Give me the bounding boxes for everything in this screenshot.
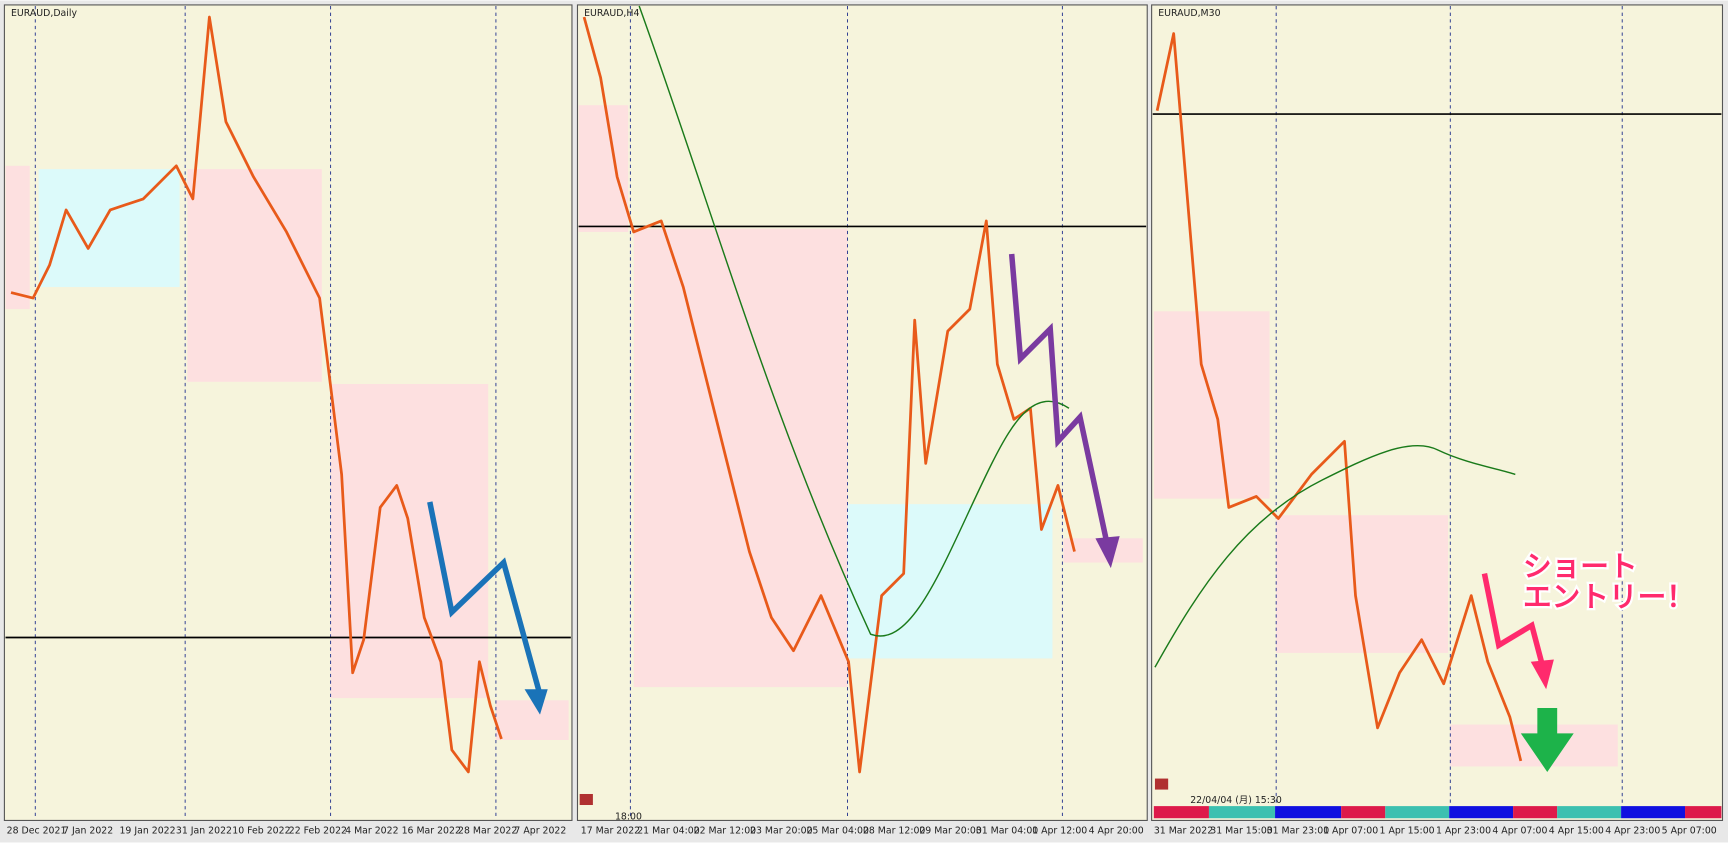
- x-axis-label: 25 Mar 04:00: [806, 826, 869, 837]
- arrow-head: [1095, 536, 1120, 569]
- x-axis-label: 7 Jan 2022: [63, 826, 113, 837]
- x-axis-label: 1 Apr 15:00: [1380, 826, 1435, 837]
- x-axis-label: 22 Mar 12:00: [694, 826, 757, 837]
- annotation: エントリー！: [1523, 580, 1695, 614]
- x-axis-label: 31 Mar 2022: [1154, 826, 1213, 837]
- zone: [633, 228, 848, 688]
- x-axis-label: 28 Mar 2022: [458, 826, 517, 837]
- x-axis-label: 19 Jan 2022: [119, 826, 175, 837]
- x-axis-label: 31 Mar 04:00: [976, 826, 1039, 837]
- x-axis-label: 4 Mar 2022: [345, 826, 398, 837]
- x-axis-label: 17 Mar 2022: [581, 826, 640, 837]
- zone: [847, 504, 1053, 659]
- arrow: [1008, 253, 1111, 547]
- zone: [330, 384, 489, 699]
- time-label: 18:00: [615, 811, 642, 822]
- price-trace: [1155, 32, 1523, 762]
- x-axis-label: 31 Jan 2022: [176, 826, 232, 837]
- panel-title: EURAUD,M30: [1158, 8, 1220, 19]
- entry-arrow: [1520, 708, 1574, 772]
- x-axis-label: 4 Apr 07:00: [1492, 826, 1547, 837]
- zone: [1153, 311, 1270, 499]
- x-axis-label: 29 Mar 20:00: [919, 826, 982, 837]
- grid: [34, 6, 1623, 819]
- price-trace: [582, 16, 1076, 774]
- zone: [5, 165, 30, 310]
- x-axis-label: 1 Apr 12:00: [1032, 826, 1087, 837]
- x-axis-label: 31 Mar 23:00: [1267, 826, 1330, 837]
- moving-average: [1154, 444, 1516, 668]
- x-axis-label: 10 Feb 2022: [232, 826, 290, 837]
- zone: [495, 700, 569, 740]
- session-bar: [1153, 806, 1722, 819]
- x-axis-label: 1 Apr 07:00: [1323, 826, 1378, 837]
- x-axis-label: 16 Mar 2022: [402, 826, 461, 837]
- annotation: ショート: [1523, 549, 1638, 583]
- x-axis-label: 4 Apr 15:00: [1549, 826, 1604, 837]
- x-axis-label: 28 Dec 2021: [7, 826, 67, 837]
- price-trace: [10, 15, 503, 774]
- x-axis-label: 23 Mar 20:00: [750, 826, 813, 837]
- x-axis-label: 28 Mar 12:00: [863, 826, 926, 837]
- x-axis-label: 5 Apr 07:00: [1662, 826, 1717, 837]
- x-axis-label: 31 Mar 15:00: [1210, 826, 1273, 837]
- x-axis-label: 7 Apr 2022: [514, 826, 566, 837]
- x-axis-label: 4 Apr 23:00: [1605, 826, 1660, 837]
- x-axis-label: 4 Apr 20:00: [1089, 826, 1144, 837]
- arrow: [1481, 573, 1546, 668]
- zone: [187, 169, 322, 382]
- moving-average: [638, 5, 1070, 637]
- icon: [579, 793, 593, 806]
- arrow: [427, 501, 543, 696]
- panel-title: EURAUD,Daily: [11, 8, 77, 19]
- arrow-head: [1530, 659, 1554, 690]
- x-axis-label: 22 Feb 2022: [289, 826, 347, 837]
- panel-title: EURAUD,H4: [584, 8, 639, 19]
- x-axis-label: 21 Mar 04:00: [637, 826, 700, 837]
- x-axis-label: 1 Apr 23:00: [1436, 826, 1491, 837]
- zone: [578, 105, 629, 232]
- icon: [1154, 778, 1169, 790]
- timestamp: 22/04/04 (月) 15:30: [1190, 795, 1282, 806]
